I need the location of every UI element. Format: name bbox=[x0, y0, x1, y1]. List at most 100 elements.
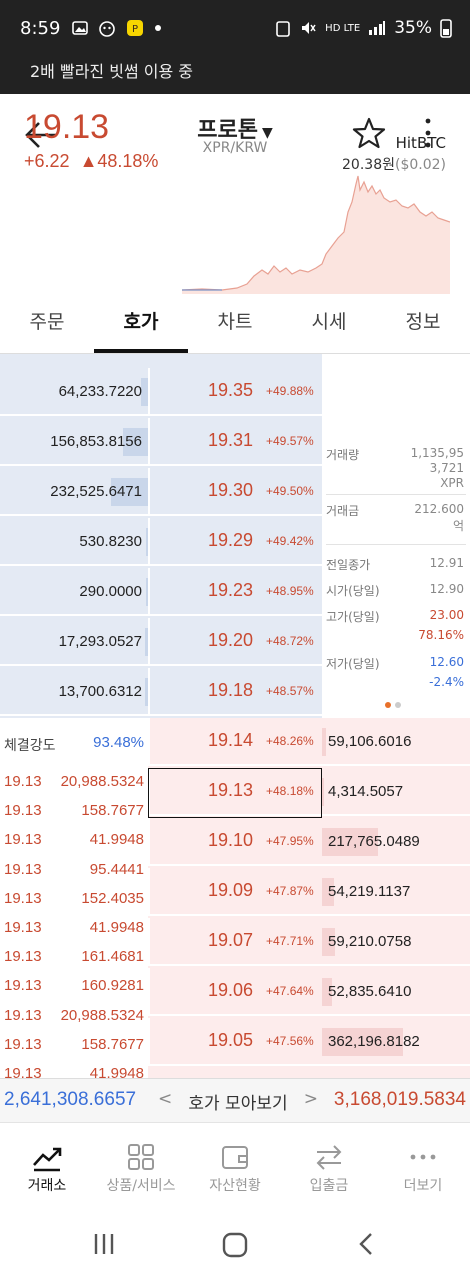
chevron-left-icon[interactable]: < bbox=[158, 1089, 173, 1109]
ask-price-cell[interactable]: 19.20 +48.72% bbox=[148, 618, 322, 666]
recent-apps-icon[interactable] bbox=[92, 1232, 116, 1256]
nav-transfer[interactable]: 입출금 bbox=[282, 1123, 376, 1204]
ask-row[interactable]: 290.0000 19.23 +48.95% bbox=[0, 568, 470, 618]
trade-quantity: 20,988.5324 bbox=[60, 1006, 144, 1024]
bid-row[interactable]: 19.14 +48.26% 59,106.6016 bbox=[0, 718, 470, 768]
more-vertical-icon[interactable] bbox=[416, 116, 440, 150]
ask-volume-bar bbox=[122, 428, 148, 456]
bid-price-cell[interactable]: 19.10 +47.95% bbox=[148, 818, 322, 866]
trade-row: 19.13 20,988.5324 bbox=[0, 1002, 148, 1031]
price-change: +6.22 ▲48.18% bbox=[24, 151, 158, 172]
chevron-right-icon[interactable]: > bbox=[303, 1089, 318, 1109]
home-icon[interactable] bbox=[222, 1232, 248, 1258]
trade-row: 19.13 95.4441 bbox=[0, 856, 148, 885]
trade-row: 19.13 158.7677 bbox=[0, 1031, 148, 1060]
nav-exchange[interactable]: 거래소 bbox=[0, 1123, 94, 1204]
nav-products[interactable]: 상품/서비스 bbox=[94, 1123, 188, 1204]
orderbook-group-toggle[interactable]: < 호가 모아보기 > bbox=[158, 1089, 318, 1114]
ask-price-cell[interactable]: 19.23 +48.95% bbox=[148, 568, 322, 616]
caret-down-icon: ▼ bbox=[261, 125, 273, 141]
prev-close-label: 전일종가 bbox=[326, 558, 371, 572]
nav-products-label: 상품/서비스 bbox=[106, 1178, 176, 1194]
coin-selector[interactable]: 프로톤 ▼ bbox=[0, 112, 470, 144]
mini-price-chart[interactable] bbox=[182, 172, 450, 294]
ask-price-cell[interactable]: 19.18 +48.57% bbox=[148, 668, 322, 716]
bid-row[interactable]: 19.07 +47.71% 59,210.0758 bbox=[0, 918, 470, 968]
divider bbox=[326, 544, 466, 545]
nav-exchange-label: 거래소 bbox=[27, 1178, 67, 1194]
bid-row[interactable]: 19.13 +48.18% 4,314.5057 bbox=[0, 768, 470, 818]
trade-price: 19.13 bbox=[4, 977, 42, 995]
orderbook-summary: 2,641,308.6657 < 호가 모아보기 > 3,168,019.583… bbox=[0, 1078, 470, 1122]
tab-market-price[interactable]: 시세 bbox=[311, 311, 347, 333]
bid-price-cell[interactable]: 19.06 +47.64% bbox=[148, 968, 322, 1016]
tab-bar: 주문 호가 차트 시세 정보 bbox=[0, 294, 470, 354]
more-dots-icon bbox=[410, 1154, 436, 1160]
ask-price-cell[interactable]: 19.35 +49.88% bbox=[148, 368, 322, 416]
ask-row[interactable]: 64,233.7220 19.35 +49.88% bbox=[0, 368, 470, 418]
app-notification-icon bbox=[99, 21, 116, 37]
tab-order[interactable]: 주문 bbox=[29, 311, 65, 333]
back-arrow-icon[interactable] bbox=[24, 118, 58, 152]
low-value: 12.60 bbox=[429, 655, 464, 669]
trade-row: 19.13 41.9948 bbox=[0, 914, 148, 943]
bid-percent: +47.95% bbox=[266, 834, 314, 848]
trade-row: 19.13 161.4681 bbox=[0, 943, 148, 972]
ask-quantity: 17,293.0527 bbox=[58, 633, 142, 650]
bid-price-cell[interactable]: 19.13 +48.18% bbox=[148, 768, 322, 816]
ask-price: 19.23 bbox=[208, 580, 254, 600]
bid-row[interactable]: 19.09 +47.87% 54,219.1137 bbox=[0, 868, 470, 918]
status-time: 8:59 bbox=[20, 17, 61, 39]
transfer-arrows-icon bbox=[316, 1145, 342, 1170]
ask-price-cell[interactable]: 19.29 +49.42% bbox=[148, 518, 322, 566]
ask-row[interactable]: 156,853.8156 19.31 +49.57% bbox=[0, 418, 470, 468]
ask-price-cell[interactable]: 19.31 +49.57% bbox=[148, 418, 322, 466]
ask-row[interactable]: 13,700.6312 19.18 +48.57% bbox=[0, 668, 470, 718]
tab-chart[interactable]: 차트 bbox=[217, 311, 253, 333]
tab-info[interactable]: 정보 bbox=[405, 311, 441, 333]
ask-percent: +48.57% bbox=[266, 684, 314, 698]
speed-notice: 2배 빨라진 빗썸 이용 중 bbox=[30, 62, 194, 81]
exchange-price-value: 20.38원 bbox=[342, 157, 395, 173]
change-amount: +6.22 bbox=[24, 151, 70, 171]
order-book: 64,233.7220 19.35 +49.88% 156,853.8156 19.31… bbox=[0, 354, 470, 1078]
ask-percent: +49.88% bbox=[266, 384, 314, 398]
bottom-nav: 거래소 상품/서비스 자산현황 입출금 더보기 bbox=[0, 1122, 470, 1204]
tab-orderbook[interactable]: 호가 bbox=[94, 294, 188, 353]
bid-row[interactable]: 19.05 +47.56% 362,196.8182 bbox=[0, 1018, 470, 1068]
nav-more[interactable]: 더보기 bbox=[376, 1123, 470, 1204]
back-nav-icon[interactable] bbox=[356, 1232, 376, 1256]
current-price-highlight bbox=[148, 768, 322, 818]
bid-price-cell[interactable]: 19.09 +47.87% bbox=[148, 868, 322, 916]
bid-price: 19.07 bbox=[208, 930, 254, 950]
favorite-star-icon[interactable] bbox=[352, 116, 386, 150]
ask-price-cell[interactable]: 19.30 +49.50% bbox=[148, 468, 322, 516]
ask-row[interactable]: 530.8230 19.29 +49.42% bbox=[0, 518, 470, 568]
page-indicator[interactable] bbox=[384, 701, 404, 709]
ask-quantity-cell: 13,700.6312 bbox=[0, 668, 148, 716]
bid-row[interactable]: 19.10 +47.95% 217,765.0489 bbox=[0, 818, 470, 868]
ask-row[interactable]: 232,525.6471 19.30 +49.50% bbox=[0, 468, 470, 518]
ask-volume-bar bbox=[146, 528, 148, 556]
ask-row[interactable]: 17,293.0527 19.20 +48.72% bbox=[0, 618, 470, 668]
bid-row[interactable]: 19.06 +47.64% 52,835.6410 bbox=[0, 968, 470, 1018]
bid-percent: +48.18% bbox=[266, 784, 314, 798]
nav-more-label: 더보기 bbox=[403, 1178, 443, 1194]
svg-text:P: P bbox=[132, 24, 138, 35]
nav-assets[interactable]: 자산현황 bbox=[188, 1123, 282, 1204]
ask-quantity-cell: 290.0000 bbox=[0, 568, 148, 616]
bid-price-cell[interactable]: 19.14 +48.26% bbox=[148, 718, 322, 766]
bid-price-cell[interactable]: 19.07 +47.71% bbox=[148, 918, 322, 966]
trade-quantity: 95.4441 bbox=[89, 860, 144, 878]
trade-quantity: 152.4035 bbox=[81, 889, 144, 907]
bid-quantity-cell: 362,196.8182 bbox=[322, 1018, 470, 1066]
low-label: 저가(당일) bbox=[326, 657, 380, 671]
status-bar: 8:59 P HD LTE 35% bbox=[0, 0, 470, 56]
bid-volume-bar bbox=[322, 728, 327, 756]
ask-percent: +49.57% bbox=[266, 434, 314, 448]
ask-price: 19.29 bbox=[208, 530, 254, 550]
bid-price-cell[interactable]: 19.05 +47.56% bbox=[148, 1018, 322, 1066]
ask-percent: +48.95% bbox=[266, 584, 314, 598]
bid-price: 19.06 bbox=[208, 980, 254, 1000]
trade-price: 19.13 bbox=[4, 948, 42, 966]
